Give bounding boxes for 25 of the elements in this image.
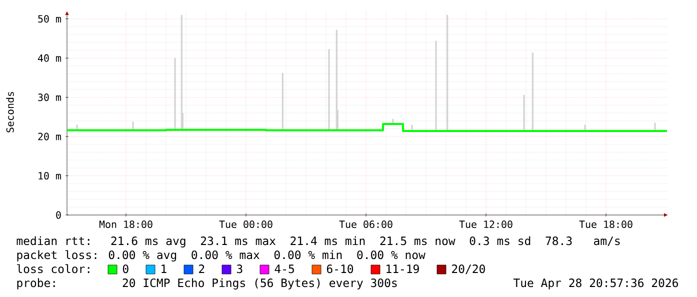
legend-label: 20/20 (452, 264, 485, 274)
legend-label: 11-19 (386, 264, 419, 274)
x-tick-label: Tue 12:00 (459, 220, 512, 228)
text: probe: 20 ICMP Echo Pings (56 Bytes) every 300s (17, 278, 397, 290)
y-tick-label: 0 (56, 211, 61, 219)
text: Tue Apr 28 20:57:36 2026 (513, 278, 678, 290)
legend-label: 6-10 (326, 264, 354, 274)
y-tick-label: 10 m (38, 172, 62, 180)
text: median rtt: 21.6 ms avg 23.1 ms max 21.4 ms min 21.5 ms now 0.3 ms sd 78.3 am/s (16, 236, 620, 248)
legend-label: 1 (162, 264, 166, 273)
text: packet loss: 0.00 % avg 0.00 % max 0.00 % min 0.00 % now (17, 250, 426, 262)
y-tick-label: 30 m (38, 94, 62, 102)
x-tick-label: Tue 06:00 (339, 220, 392, 228)
legend-label: 2 (199, 264, 204, 273)
legend-label: 4-5 (274, 264, 294, 274)
y-axis-title: Seconds (6, 92, 14, 132)
legend-label: 0 (122, 264, 128, 274)
x-tick-label: Mon 18:00 (99, 220, 152, 228)
y-tick-label: 20 m (38, 132, 62, 140)
x-tick-label: Tue 00:00 (219, 220, 272, 228)
y-tick-label: 40 m (38, 54, 62, 62)
legend-title: loss color: (17, 264, 90, 274)
y-tick-label: 50 m (38, 15, 62, 23)
legend-label: 3 (236, 264, 242, 274)
x-tick-label: Tue 18:00 (579, 220, 632, 228)
